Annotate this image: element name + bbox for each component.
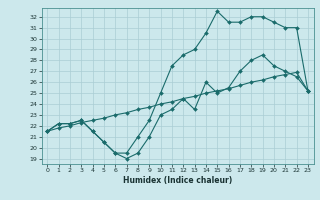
X-axis label: Humidex (Indice chaleur): Humidex (Indice chaleur) bbox=[123, 176, 232, 185]
